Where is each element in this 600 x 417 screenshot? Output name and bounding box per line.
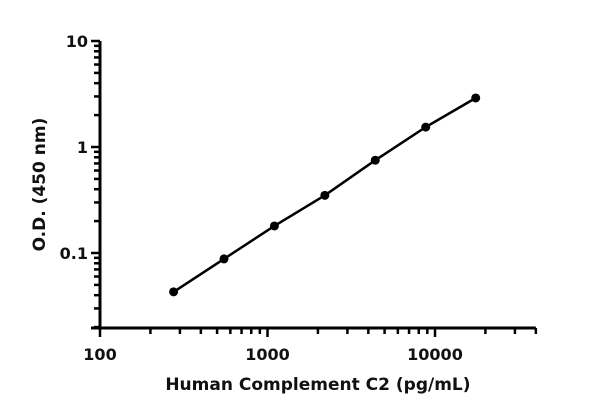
y-tick-label: 10 <box>66 32 88 51</box>
y-tick-label: 1 <box>77 138 88 157</box>
data-point <box>421 122 431 132</box>
data-point <box>471 93 481 103</box>
x-tick-label: 10000 <box>407 345 463 364</box>
y-tick-label: 0.1 <box>60 244 88 263</box>
axes <box>91 39 538 337</box>
data-point <box>219 254 229 264</box>
data-point <box>320 190 330 200</box>
data-point <box>269 221 279 231</box>
y-axis-title: O.D. (450 nm) <box>30 118 50 252</box>
data-series <box>169 93 481 297</box>
data-point <box>370 155 380 165</box>
data-point <box>169 287 179 297</box>
axis-labels: 0.1 1 10 100 1000 10000 Human Complement C2 (p… <box>30 32 471 395</box>
x-tick-label: 100 <box>83 345 116 364</box>
x-axis-title: Human Complement C2 (pg/mL) <box>165 375 470 395</box>
x-tick-label: 1000 <box>245 345 290 364</box>
